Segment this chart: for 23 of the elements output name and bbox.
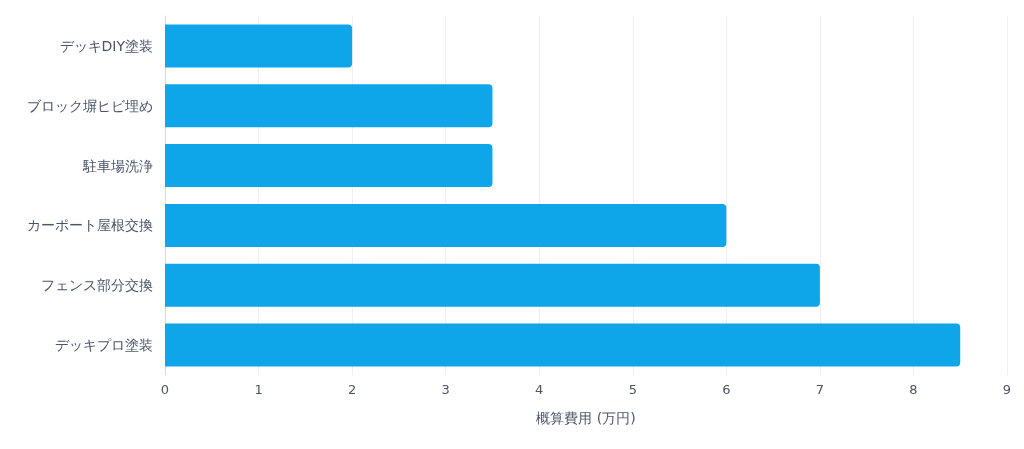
x-tick-label: 4 — [535, 382, 544, 397]
y-tick-label: デッキDIY塗装 — [59, 37, 153, 54]
y-tick-label: 駐車場洗浄 — [82, 157, 153, 174]
bar — [165, 323, 961, 367]
y-tick-label: フェンス部分交換 — [41, 277, 153, 294]
x-tick-label: 0 — [160, 382, 170, 397]
x-tick-label: 8 — [909, 382, 918, 397]
bar — [165, 263, 820, 307]
x-tick-label: 7 — [815, 382, 825, 397]
y-tick-label: ブロック塀ヒビ埋め — [27, 97, 153, 114]
x-tick-label: 6 — [722, 382, 731, 397]
y-tick-label: カーポート屋根交換 — [27, 217, 153, 234]
y-tick-label: デッキプロ塗装 — [55, 337, 153, 354]
x-tick-label: 5 — [628, 382, 637, 397]
x-tick-label: 2 — [347, 382, 357, 397]
x-axis-title: 概算費用 (万円) — [536, 410, 636, 426]
x-tick-label: 1 — [254, 382, 263, 397]
x-tick-label: 9 — [1002, 382, 1012, 397]
bar — [165, 24, 353, 68]
x-tick-label: 3 — [441, 382, 450, 397]
bar — [165, 84, 493, 128]
bar — [165, 144, 493, 188]
bar — [165, 203, 727, 247]
